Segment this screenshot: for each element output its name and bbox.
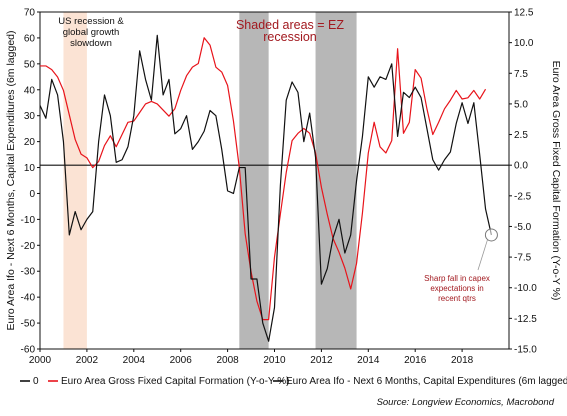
ez-recession-shade-2: [315, 12, 357, 349]
left-tick-label: -40: [21, 293, 36, 304]
legend-label: Euro Area Gross Fixed Capital Formation …: [61, 376, 289, 387]
x-tick-label: 2014: [357, 355, 380, 366]
series-layer: [39, 34, 509, 342]
x-tick-label: 2002: [76, 355, 99, 366]
ez-recession-annotation: Shaded areas = EZ: [236, 18, 344, 32]
right-tick-label: -2.5: [514, 191, 532, 202]
right-tick-label: -15.0: [514, 345, 537, 356]
left-tick-label: -60: [21, 345, 36, 356]
right-tick-label: -7.5: [514, 253, 532, 264]
right-axis-title: Euro Area Gross Fixed Capital Formation …: [550, 61, 562, 301]
us-recession-annotation: slowdown: [70, 38, 112, 49]
right-tick-label: -5.0: [514, 222, 532, 233]
right-tick-label: 5.0: [514, 99, 528, 110]
left-tick-label: -10: [21, 215, 36, 226]
x-tick-label: 2006: [170, 355, 193, 366]
right-tick-label: 2.5: [514, 130, 528, 141]
right-tick-label: -12.5: [514, 314, 537, 325]
left-tick-label: 20: [24, 137, 36, 148]
left-tick-label: 10: [24, 163, 36, 174]
left-tick-label: -20: [21, 241, 36, 252]
x-tick-label: 2018: [451, 355, 474, 366]
left-tick-label: 70: [24, 8, 36, 19]
legend-layer: 0 Euro Area Gross Fixed Capital Formation…: [20, 376, 567, 408]
legend-label: 0: [33, 376, 39, 387]
right-tick-label: 10.0: [514, 38, 534, 49]
ez-recession-shade-1: [239, 12, 269, 349]
capex-fall-annotation: recent qtrs: [438, 294, 476, 303]
us-recession-shade: [63, 12, 87, 349]
us-recession-annotation: US recession &: [58, 16, 124, 27]
x-tick-label: 2010: [263, 355, 286, 366]
source-note: Source: Longview Economics, Macrobond: [377, 397, 555, 408]
x-tick-label: 2012: [310, 355, 333, 366]
left-tick-label: 60: [24, 33, 36, 44]
right-tick-label: -10.0: [514, 283, 537, 294]
capex-fall-annotation: expectations in: [430, 284, 483, 293]
x-tick-label: 2016: [404, 355, 427, 366]
ez-recession-annotation: recession: [263, 30, 317, 44]
legend-label: Euro Area Ifo - Next 6 Months, Capital E…: [286, 376, 567, 387]
left-tick-label: 30: [24, 111, 36, 122]
left-tick-label: 50: [24, 59, 36, 70]
x-tick-label: 2000: [29, 355, 52, 366]
us-recession-annotation: global growth: [63, 27, 120, 38]
left-tick-label: -30: [21, 267, 36, 278]
x-tick-label: 2004: [123, 355, 146, 366]
labels-layer: Euro Area Ifo - Next 6 Months, Capital E…: [5, 16, 562, 330]
right-tick-label: 0.0: [514, 161, 528, 172]
x-tick-label: 2008: [216, 355, 239, 366]
right-tick-label: 7.5: [514, 69, 528, 80]
axes-layer: 706050403020100-10-20-30-40-50-6012.510.…: [21, 8, 538, 367]
right-tick-label: 12.5: [514, 8, 534, 19]
left-tick-label: 40: [24, 85, 36, 96]
left-tick-label: -50: [21, 319, 36, 330]
capex-fall-annotation: Sharp fall in capex: [424, 274, 490, 283]
ifo-capex-series-line: [39, 34, 492, 342]
annotation-arrow: [477, 239, 488, 271]
left-axis-title: Euro Area Ifo - Next 6 Months, Capital E…: [5, 31, 17, 331]
recession-shading-layer: [63, 12, 357, 349]
latest-point-marker: [484, 228, 498, 242]
left-tick-label: 0: [29, 189, 35, 200]
